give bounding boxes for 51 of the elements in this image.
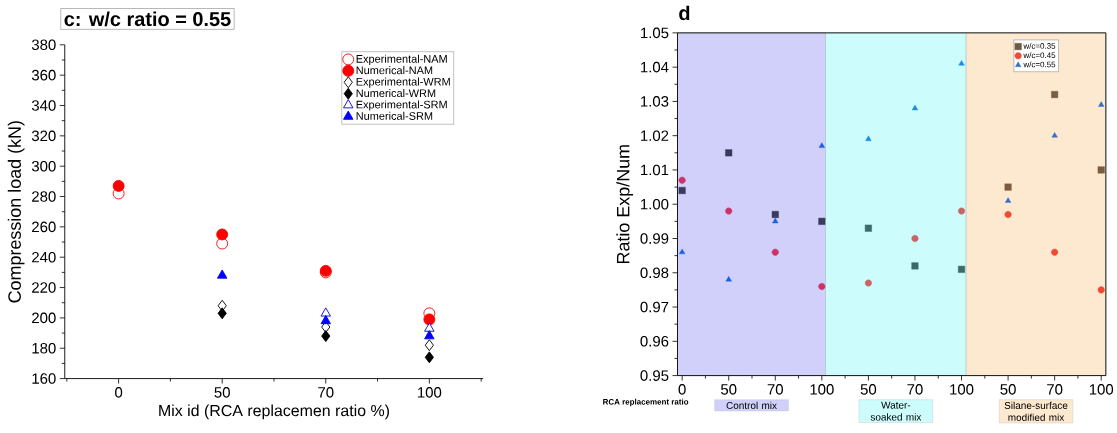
y-tick-label: 0.95: [640, 370, 669, 381]
legend-label: Numerical-WRM: [356, 88, 436, 97]
y-tick-label: 1.03: [641, 95, 669, 107]
legend-label: Numerical-SRM: [356, 111, 433, 120]
y-tick-label: 1.00: [641, 198, 669, 210]
chart-title: d: [679, 5, 690, 21]
x-tick-label: 50: [720, 383, 737, 395]
x-tick-label: 70: [1047, 383, 1063, 395]
legend-label: Experimental-NAM: [356, 54, 447, 65]
y-tick-label: 0.97: [640, 301, 669, 313]
y-tick-label: 200: [32, 312, 56, 323]
text: Water-soaked mix: [870, 401, 922, 421]
y-tick-label: 240: [32, 251, 56, 263]
y-tick-label: 1.05: [641, 27, 669, 38]
y-axis-title: Ratio Exp/Num: [616, 144, 634, 263]
x-tick-label: 100: [1089, 383, 1114, 395]
y-tick-label: 1.01: [641, 164, 669, 176]
y-axis-title: Compression load (kN): [7, 120, 25, 303]
x-tick-label: 70: [767, 383, 783, 395]
x-axis-title: Mix id (RCA replacemen ratio %): [159, 404, 389, 420]
x-tick-label: 100: [810, 383, 834, 395]
x-tick-label: 100: [418, 386, 442, 398]
y-tick-label: 180: [32, 342, 56, 354]
y-tick-label: 280: [32, 191, 56, 202]
y-tick-label: 360: [31, 69, 56, 81]
legend-label: Numerical-NAM: [356, 65, 433, 74]
y-tick-label: 1.04: [641, 61, 669, 73]
x-tick-label: 100: [950, 383, 974, 395]
x-tick-label: 50: [1000, 383, 1016, 395]
y-tick-label: 300: [31, 160, 56, 172]
y-tick-label: 260: [32, 221, 56, 232]
legend-label: Experimental-SRM: [356, 100, 447, 111]
y-tick-label: 160: [32, 373, 56, 384]
text: Control mix: [726, 401, 777, 409]
y-tick-label: 340: [31, 100, 56, 111]
y-tick-label: 380: [31, 39, 56, 50]
x-tick-label: 50: [860, 383, 877, 395]
x-tick-label: 0: [678, 383, 686, 395]
y-tick-label: 1.02: [641, 130, 669, 141]
y-tick-label: 220: [32, 282, 56, 293]
text: Silane-surface modified mix: [1004, 401, 1068, 421]
x-tick-label: 50: [214, 386, 230, 398]
x-tick-label: 70: [907, 383, 923, 395]
y-tick-label: 0.98: [640, 267, 669, 278]
y-tick-label: 320: [31, 130, 56, 141]
x-tick-label: 0: [115, 386, 123, 398]
chart-title: c: w/c ratio = 0.55: [64, 11, 231, 27]
legend-label: Experimental-WRM: [356, 77, 450, 88]
y-tick-label: 0.96: [640, 335, 669, 347]
x-tick-label: 70: [318, 386, 334, 398]
y-tick-label: 0.99: [640, 233, 669, 244]
